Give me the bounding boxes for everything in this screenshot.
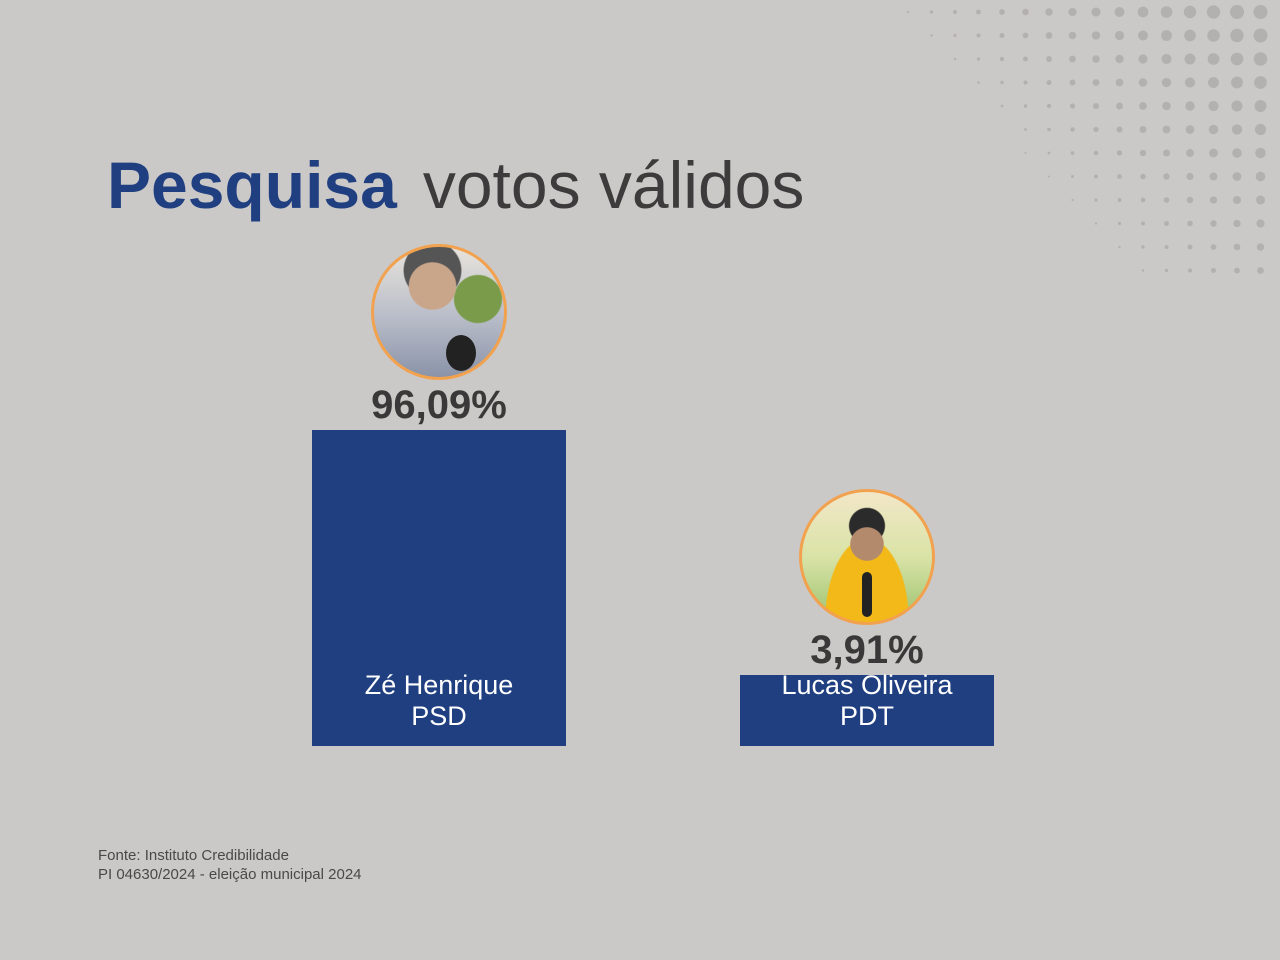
microphone-icon [862,572,872,617]
candidate-photo-icon [371,244,507,380]
data-label-1: 96,09% [371,383,507,427]
bar-1 [312,430,566,746]
bar-label-2: Lucas Oliveira PDT [740,670,994,732]
microphone-icon [446,335,476,371]
title-highlight: Pesquisa [107,148,397,222]
bar-2 [740,675,994,746]
title-subtitle: votos válidos [422,148,805,222]
candidate-party: PDT [840,701,894,731]
dot-pattern-decoration [906,5,1268,274]
chart-title: Pesquisa votos válidos [107,152,804,218]
bar-label-1: Zé Henrique PSD [312,670,566,732]
candidate-name: Lucas Oliveira [781,670,953,700]
candidate-name: Zé Henrique [364,670,514,700]
source-note: Fonte: Instituto Credibilidade PI 04630/… [98,846,362,884]
data-label-2: 3,91% [810,628,924,672]
candidate-photo-icon [799,489,935,625]
candidate-party: PSD [411,701,467,731]
source-line-2: PI 04630/2024 - eleição municipal 2024 [98,866,362,883]
source-line-1: Fonte: Instituto Credibilidade [98,847,289,864]
